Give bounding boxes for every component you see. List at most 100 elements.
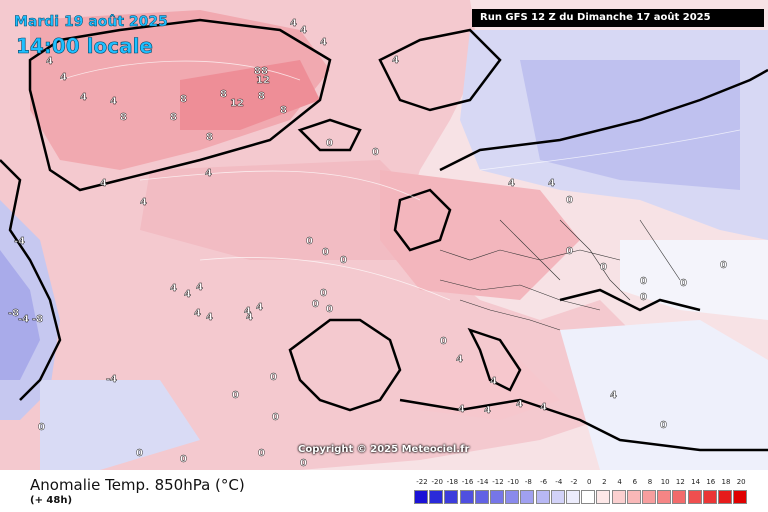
legend-swatch [535,490,550,504]
legend-tick: 4 [617,478,622,486]
contour-label: 4 [140,197,147,208]
contour-label: 4 [246,312,253,323]
legend-tick: -14 [477,478,489,486]
contour-label: 4 [196,282,203,293]
contour-label: 4 [508,178,515,189]
contour-label: 0 [272,412,279,423]
scandinavia-coast [439,68,768,172]
borders [439,219,681,331]
legend-tick: 8 [647,478,653,486]
contour-label: 4 [194,308,201,319]
legend-swatch [520,490,535,504]
contour-label: 4 [80,92,87,103]
contour-label: 4 [610,390,617,401]
contour-label: 4 [205,168,212,179]
contour-line [479,129,741,171]
contour-label: 0 [326,138,333,149]
contour-label: 4 [110,96,117,107]
north-africa-coast [399,398,768,452]
contour-label: 0 [326,304,333,315]
warm-peak [180,60,320,130]
legend-swatch [672,490,687,504]
contour-label: 0 [660,420,667,431]
border-line [499,219,561,281]
legend-tick: -2 [570,478,578,486]
iceland-coast [297,118,362,152]
contour-label: 0 [232,390,239,401]
greenland-coast [28,18,332,192]
contour-label: 0 [720,260,727,271]
legend-tick: 18 [721,478,731,486]
legend-swatch [596,490,611,504]
legend-swatch [687,490,702,504]
legend-tick: 16 [706,478,716,486]
black-sea-coast [559,288,701,312]
legend-tick: -22 [416,478,428,486]
legend-swatch [626,490,641,504]
contour-label: 4 [60,72,67,83]
legend-tick: 20 [736,478,746,486]
contour-label: 0 [680,278,687,289]
contour-label: 0 [640,292,647,303]
contour-label: 0 [600,262,607,273]
contour-line [199,256,451,301]
legend-swatch [733,490,748,504]
warm-europe [380,170,580,300]
contour-label: 4 [290,18,297,29]
contour-label: -8 [8,308,19,319]
legend-swatch [505,490,520,504]
contour-label: 0 [306,236,313,247]
contour-label: 12 [256,75,270,86]
contour-label: 8 [280,105,287,116]
contour-label: 0 [300,458,307,469]
legend-tick: 10 [660,478,670,486]
legend-tick: -6 [540,478,548,486]
north-america-coast [0,159,62,401]
border-line [559,219,631,301]
contour-label: 4 [170,283,177,294]
contour-label: -4 [14,236,25,247]
legend-swatch [611,490,626,504]
legend-swatch [657,490,672,504]
legend-tick: 6 [632,478,638,486]
contour-label: -4 [106,374,117,385]
contour-label: 8 [120,112,127,123]
border-line [639,219,681,281]
contour-label: 8 [220,89,227,100]
contour-label: 4 [320,37,327,48]
legend-swatch [566,490,580,504]
legend-swatch [429,490,444,504]
footer-bar: Anomalie Temp. 850hPa (°C) (+ 48h) -22 -2… [0,470,768,512]
legend-tick: -18 [446,478,459,486]
legend-tick: -20 [431,478,443,486]
variable-title: Anomalie Temp. 850hPa (°C) [30,476,245,494]
legend-swatch [702,490,717,504]
contour-label: 0 [372,147,379,158]
british-isles-coast [393,188,452,252]
contour-label: 4 [244,306,251,317]
valid-date: Mardi 19 août 2025 [14,14,168,31]
contour-label: 4 [490,376,497,387]
coastlines [0,18,768,452]
valid-time: 14:00 locale [16,34,154,59]
warm-atlantic [140,160,430,260]
legend-tick: -12 [492,478,504,486]
contour-label: 0 [258,448,265,459]
contour-label: 4 [46,56,53,67]
contour-line [59,60,301,81]
cold-west-core [0,250,40,380]
legend-tick: -16 [461,478,474,486]
legend-tick: -10 [507,478,519,486]
contour-label: -4 [18,314,29,325]
legend-swatch [490,490,504,504]
contour-label: 0 [566,195,573,206]
legend-swatch [718,490,732,504]
legend-swatch [444,490,459,504]
contour-label: 0 [136,448,143,459]
contour-label: 4 [184,289,191,300]
forecast-lead: (+ 48h) [30,495,73,506]
contour-label: 4 [458,404,465,415]
contour-label: 0 [566,246,573,257]
